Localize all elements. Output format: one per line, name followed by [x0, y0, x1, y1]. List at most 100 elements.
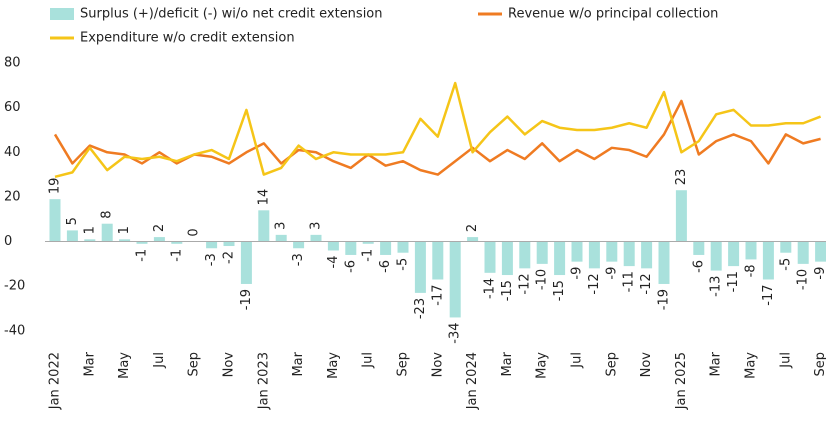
y-tick-label: 40 — [4, 145, 21, 160]
x-tick-label: Jan 2025 — [674, 352, 689, 410]
bar — [362, 241, 374, 244]
bar — [293, 241, 305, 249]
legend-label: Expenditure w/o credit extension — [80, 31, 295, 46]
value-label: -15 — [500, 280, 515, 301]
value-label: -17 — [761, 285, 776, 306]
x-tick-label: May — [744, 352, 759, 379]
bar — [414, 241, 426, 293]
bar — [136, 241, 148, 244]
bar — [554, 241, 566, 276]
bar — [327, 241, 339, 251]
line — [54, 81, 822, 179]
line — [53, 99, 821, 176]
value-label: -4 — [326, 255, 341, 268]
bar — [536, 241, 548, 264]
bar — [240, 241, 252, 284]
bar — [484, 241, 496, 273]
value-label: -2 — [222, 251, 237, 264]
bar — [501, 241, 513, 276]
y-tick-label: 80 — [4, 56, 21, 71]
value-label: -12 — [639, 273, 654, 294]
bar — [710, 241, 722, 271]
x-tick-label: Mar — [82, 351, 97, 376]
x-tick-label: May — [117, 352, 132, 379]
value-label: 1 — [82, 226, 97, 234]
x-tick-label: Sep — [396, 352, 411, 377]
bar — [66, 230, 78, 242]
bar — [380, 241, 392, 255]
value-label: -1 — [169, 249, 184, 262]
value-label: 8 — [100, 210, 115, 218]
bar — [745, 241, 757, 260]
value-label: 14 — [256, 189, 271, 206]
value-label: 0 — [187, 228, 202, 236]
value-label: 1 — [117, 226, 132, 234]
bar — [171, 241, 183, 244]
value-label: -6 — [343, 260, 358, 273]
bar — [641, 241, 653, 269]
value-label: -3 — [204, 253, 219, 266]
value-label: 2 — [465, 224, 480, 232]
bar — [432, 241, 444, 280]
value-label: -17 — [430, 285, 445, 306]
bar — [49, 199, 61, 242]
bar — [693, 241, 705, 255]
value-label: -12 — [517, 273, 532, 294]
value-label: -1 — [135, 249, 150, 262]
y-tick-label: 0 — [4, 234, 12, 249]
x-tick-label: Nov — [430, 352, 445, 378]
x-tick-label: Mar — [709, 351, 724, 376]
value-label: 23 — [674, 169, 689, 186]
bar — [728, 241, 740, 267]
bar — [519, 241, 531, 269]
x-tick-label: May — [326, 352, 341, 379]
y-tick-label: 60 — [4, 100, 21, 115]
legend-swatch — [50, 8, 74, 20]
value-label: -19 — [239, 289, 254, 310]
x-tick-label: Jan 2023 — [256, 352, 271, 410]
value-label: -14 — [483, 278, 498, 299]
bar — [467, 237, 479, 242]
bar — [397, 241, 409, 253]
bar — [623, 241, 635, 267]
value-label: 3 — [309, 222, 324, 230]
x-tick-label: Mar — [500, 351, 515, 376]
bar — [797, 241, 809, 264]
bar — [275, 234, 287, 242]
value-label: -9 — [813, 267, 826, 280]
x-tick-label: Mar — [291, 351, 306, 376]
x-tick-label: Sep — [187, 352, 202, 377]
value-label: -5 — [778, 258, 793, 271]
bar — [780, 241, 792, 253]
value-label: -23 — [413, 298, 428, 319]
value-label: -1 — [361, 249, 376, 262]
x-tick-label: Jul — [152, 352, 167, 369]
bar — [675, 190, 687, 242]
value-label: -9 — [604, 267, 619, 280]
value-label: -5 — [396, 258, 411, 271]
value-label: -15 — [552, 280, 567, 301]
value-label: -3 — [291, 253, 306, 266]
bar — [258, 210, 270, 242]
bar — [119, 239, 131, 242]
x-tick-label: Nov — [639, 352, 654, 378]
x-tick-label: Nov — [222, 352, 237, 378]
value-label: 5 — [65, 217, 80, 225]
bar — [223, 241, 235, 247]
value-label: -6 — [378, 260, 393, 273]
bar — [588, 241, 600, 269]
value-label: -6 — [691, 260, 706, 273]
bar — [571, 241, 583, 262]
bar — [310, 234, 322, 242]
value-label: 19 — [48, 178, 63, 195]
x-tick-label: May — [535, 352, 550, 379]
bar — [815, 241, 826, 262]
bar — [658, 241, 670, 284]
bar — [153, 237, 165, 242]
x-tick-label: Sep — [813, 352, 826, 377]
value-label: -10 — [535, 269, 550, 290]
value-label: -34 — [448, 322, 463, 343]
x-tick-label: Jul — [778, 352, 793, 369]
x-tick-label: Jan 2022 — [48, 352, 63, 410]
